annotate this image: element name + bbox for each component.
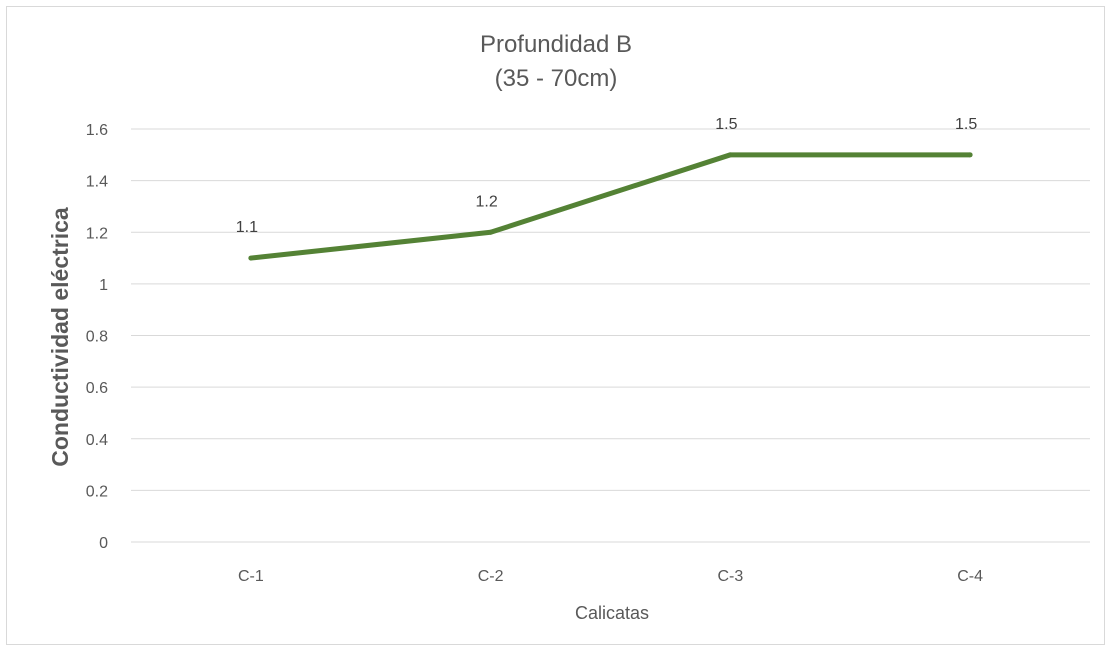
x-tick-label: C-4 [957, 568, 983, 585]
y-tick-label: 1.6 [86, 122, 108, 139]
gridlines [131, 128, 1090, 543]
data-label: 1.2 [476, 193, 498, 210]
x-axis-tick-labels: C-1 C-2 C-3 C-4 [238, 568, 983, 585]
y-tick-label: 0.6 [86, 380, 108, 397]
data-labels: 1.1 1.2 1.5 1.5 [236, 116, 978, 236]
series-line [250, 152, 971, 261]
data-label: 1.1 [236, 219, 258, 236]
y-tick-label: 0.4 [86, 432, 108, 449]
y-tick-label: 1.2 [86, 225, 108, 242]
data-point [727, 152, 733, 158]
y-tick-label: 1.4 [86, 174, 108, 191]
series-layer [248, 152, 973, 261]
chart-title-line-1: Profundidad B [480, 31, 632, 58]
data-point [967, 152, 973, 158]
data-label: 1.5 [955, 116, 977, 133]
data-label: 1.5 [715, 116, 737, 133]
data-point [488, 229, 494, 235]
y-tick-label: 0.8 [86, 329, 108, 346]
data-point [248, 255, 254, 261]
x-axis-title: Calicatas [575, 603, 649, 623]
x-tick-label: C-2 [478, 568, 504, 585]
y-tick-label: 0.2 [86, 483, 108, 500]
chart-frame [6, 6, 1105, 645]
y-axis-tick-labels: 0 0.2 0.4 0.6 0.8 1 1.2 1.4 1.6 [86, 122, 108, 552]
x-tick-label: C-1 [238, 568, 264, 585]
y-tick-label: 0 [99, 535, 108, 552]
y-tick-label: 1 [99, 277, 108, 294]
y-axis-title: Conductividad eléctrica [47, 207, 73, 467]
x-tick-label: C-3 [717, 568, 743, 585]
chart-title-line-2: (35 - 70cm) [495, 65, 618, 92]
